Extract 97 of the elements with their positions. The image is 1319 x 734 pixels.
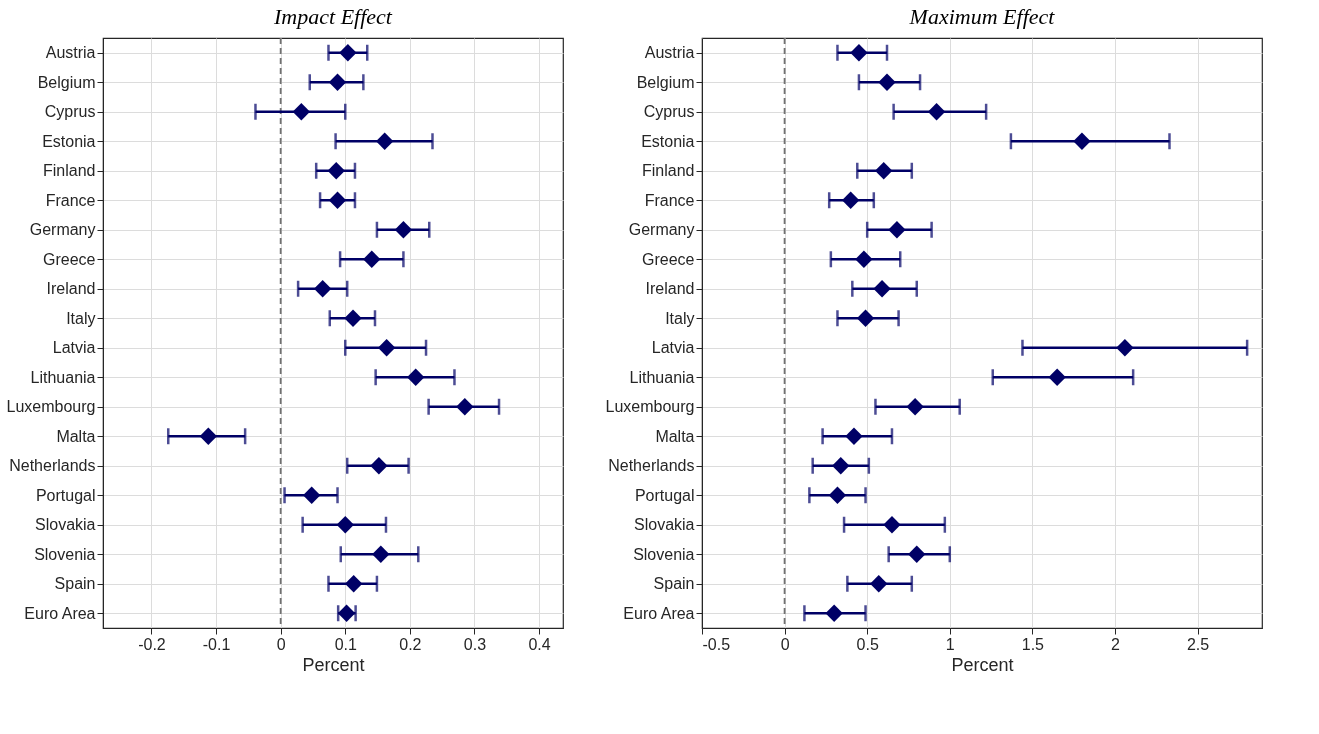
- point: [199, 427, 217, 445]
- y-tick-label: Euro Area: [24, 604, 96, 622]
- y-tick-label: Lithuania: [629, 368, 695, 386]
- point: [377, 339, 396, 357]
- point: [456, 398, 474, 416]
- y-tick-label: Euro Area: [623, 604, 695, 622]
- y-tick-label: Ireland: [46, 280, 96, 298]
- point: [394, 221, 413, 239]
- y-tick-label: Cyprus: [44, 103, 96, 121]
- point: [875, 162, 893, 180]
- chart-title: Maximum Effect: [908, 4, 1056, 30]
- x-tick-label: 0.3: [463, 635, 487, 653]
- y-tick-label: Greece: [642, 250, 695, 268]
- x-tick-label: -0.1: [202, 635, 231, 653]
- y-tick-label: Luxembourg: [605, 398, 695, 416]
- y-tick-label: Slovakia: [634, 516, 695, 534]
- y-tick-label: Cyprus: [643, 103, 695, 121]
- point: [856, 309, 875, 327]
- point: [1048, 368, 1066, 386]
- point: [327, 162, 345, 180]
- x-tick-label: 0.4: [528, 635, 551, 653]
- x-tick-label: 1.5: [1021, 635, 1045, 653]
- point: [870, 575, 888, 593]
- point: [878, 73, 896, 91]
- point: [845, 427, 863, 445]
- point: [1073, 132, 1091, 150]
- y-tick-label: France: [644, 191, 695, 209]
- y-tick-label: Malta: [655, 427, 695, 445]
- point: [908, 545, 926, 563]
- chart-title: Impact Effect: [273, 4, 393, 30]
- point: [370, 457, 388, 475]
- y-tick-label: Slovenia: [633, 545, 695, 563]
- x-tick-label: 1: [945, 635, 955, 653]
- point: [842, 191, 860, 209]
- y-tick-label: Finland: [642, 162, 695, 180]
- y-tick-label: Lithuania: [30, 368, 96, 386]
- point: [828, 486, 847, 504]
- point: [339, 44, 357, 62]
- point: [873, 280, 891, 298]
- y-tick-label: Germany: [628, 221, 695, 239]
- point: [336, 516, 354, 534]
- point: [906, 398, 924, 416]
- y-tick-label: Slovakia: [35, 516, 96, 534]
- point: [363, 250, 381, 268]
- y-tick-label: France: [45, 191, 96, 209]
- point: [850, 44, 868, 62]
- point: [927, 103, 946, 121]
- y-tick-label: Slovenia: [34, 545, 96, 563]
- point: [855, 250, 873, 268]
- y-tick-label: Italy: [66, 309, 96, 327]
- y-tick-label: Estonia: [641, 132, 695, 150]
- y-tick-label: Austria: [45, 44, 96, 62]
- point: [328, 73, 347, 91]
- y-tick-label: Netherlands: [608, 457, 695, 475]
- y-tick-label: Portugal: [634, 486, 695, 504]
- point: [344, 309, 362, 327]
- x-axis-title: Percent: [951, 654, 1014, 675]
- point: [376, 132, 394, 150]
- x-axis-title: Percent: [302, 654, 365, 675]
- point: [825, 604, 843, 622]
- x-tick-label: -0.5: [702, 635, 731, 653]
- x-tick-label: 0: [780, 635, 790, 653]
- y-tick-label: Finland: [43, 162, 96, 180]
- y-tick-label: Spain: [653, 575, 695, 593]
- y-tick-label: Netherlands: [9, 457, 96, 475]
- y-tick-label: Belgium: [37, 73, 96, 91]
- y-tick-label: Malta: [56, 427, 96, 445]
- point: [1116, 339, 1134, 357]
- y-tick-label: Latvia: [52, 339, 96, 357]
- point: [832, 457, 850, 475]
- x-tick-label: 0: [276, 635, 286, 653]
- y-tick-label: Italy: [665, 309, 695, 327]
- point: [292, 103, 310, 121]
- x-tick-label: 0.5: [856, 635, 879, 653]
- point: [345, 575, 363, 593]
- point: [372, 545, 390, 563]
- x-tick-label: 2.5: [1186, 635, 1210, 653]
- y-tick-label: Greece: [43, 250, 96, 268]
- point: [883, 516, 901, 534]
- point: [328, 191, 347, 209]
- point: [314, 280, 332, 298]
- point: [888, 221, 906, 239]
- y-tick-label: Belgium: [636, 73, 695, 91]
- y-tick-label: Portugal: [35, 486, 96, 504]
- y-tick-label: Latvia: [651, 339, 695, 357]
- x-tick-label: 0.1: [334, 635, 357, 653]
- y-tick-label: Ireland: [645, 280, 695, 298]
- y-tick-label: Austria: [644, 44, 695, 62]
- y-tick-label: Estonia: [42, 132, 96, 150]
- y-tick-label: Spain: [54, 575, 96, 593]
- point: [303, 486, 321, 504]
- x-tick-label: -0.2: [138, 635, 166, 653]
- point: [407, 368, 425, 386]
- y-tick-label: Germany: [29, 221, 96, 239]
- x-tick-label: 0.2: [399, 635, 422, 653]
- x-tick-label: 2: [1111, 635, 1121, 653]
- y-tick-label: Luxembourg: [6, 398, 96, 416]
